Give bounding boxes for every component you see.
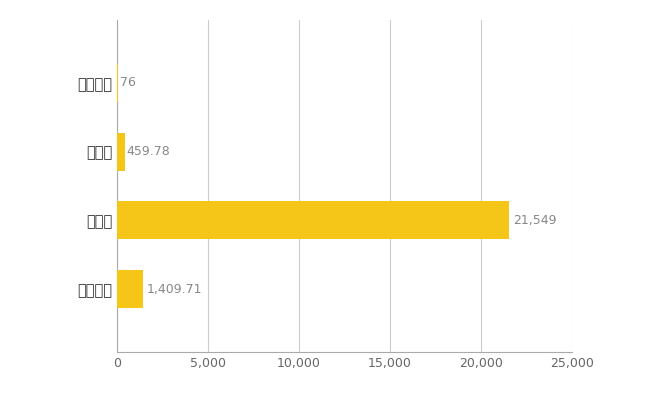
Bar (117, 270, 142, 308)
Bar (117, 64, 118, 102)
Bar (117, 202, 509, 239)
Text: 76: 76 (120, 76, 136, 89)
Text: 21,549: 21,549 (513, 214, 556, 227)
Text: 459.78: 459.78 (127, 145, 170, 158)
Bar (117, 133, 125, 170)
Text: 1,409.71: 1,409.71 (146, 283, 202, 296)
